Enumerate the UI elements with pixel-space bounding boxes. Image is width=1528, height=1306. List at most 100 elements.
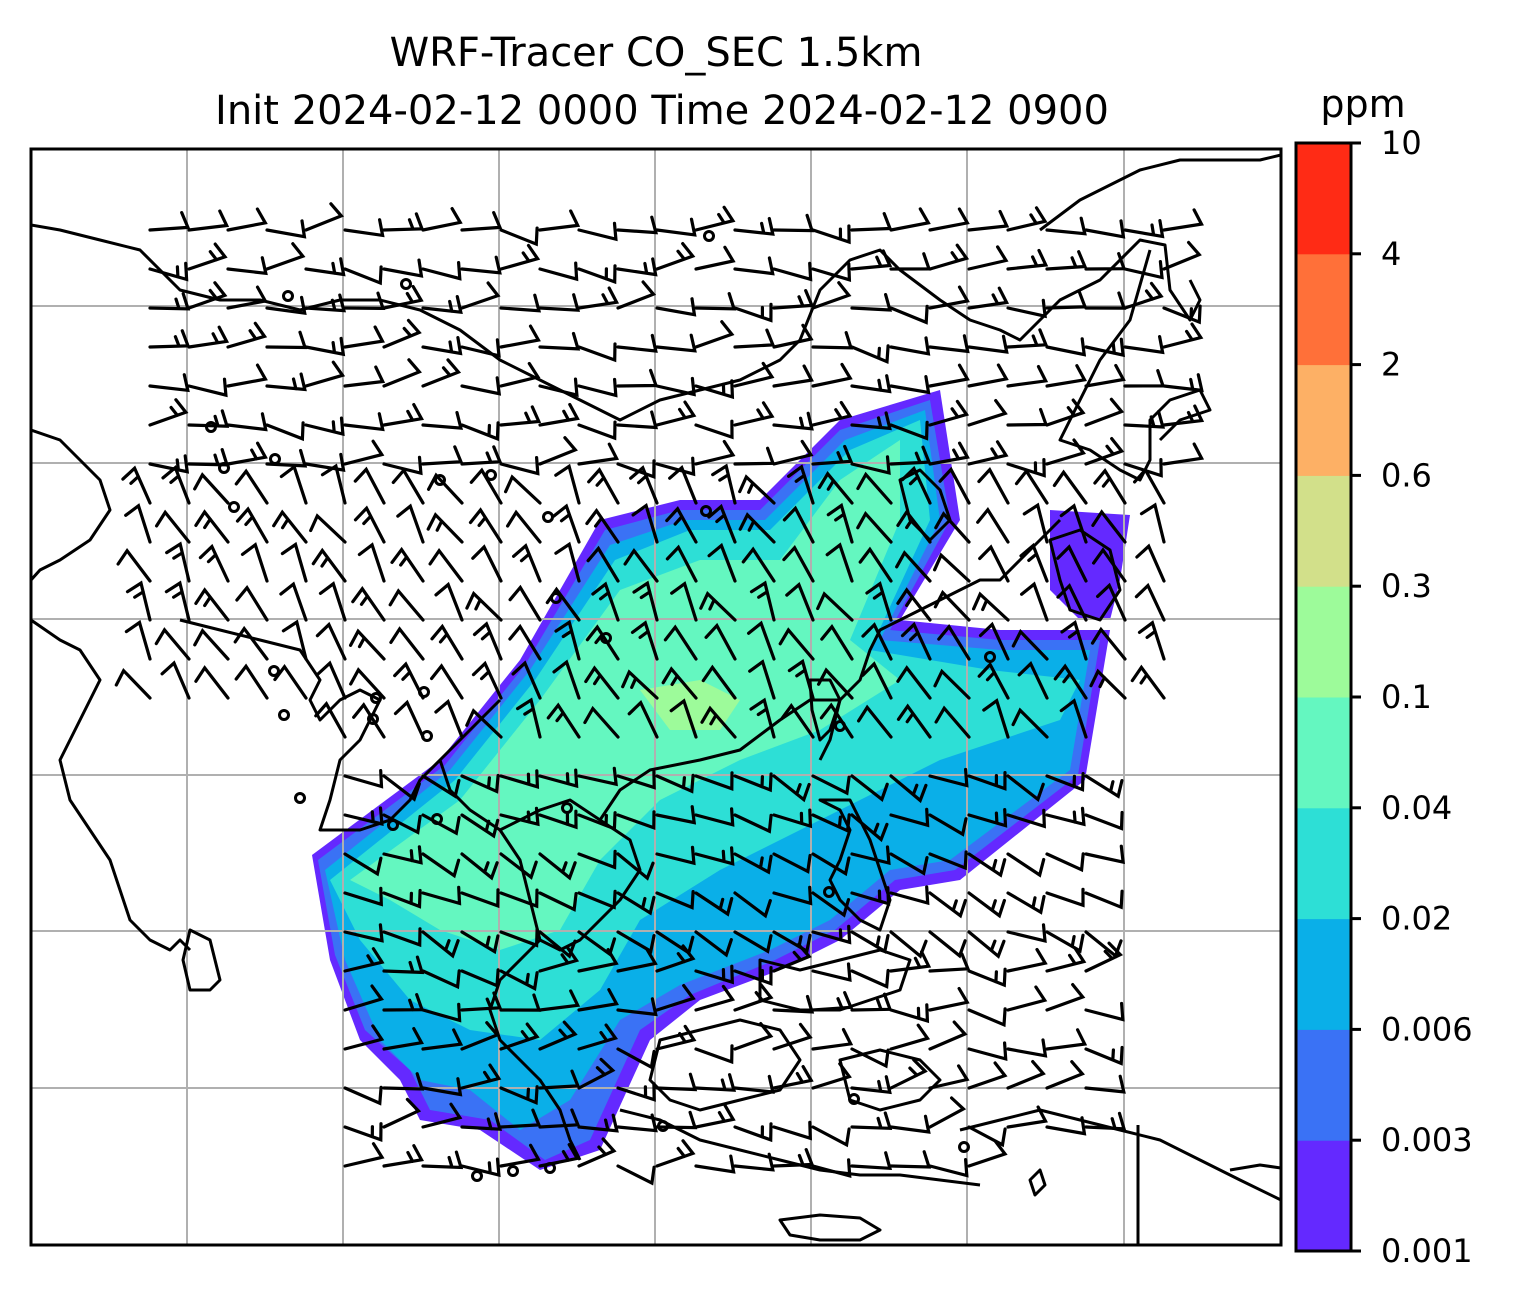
wind-barb (738, 512, 776, 544)
wind-barb (1045, 806, 1086, 827)
wind-barb (265, 219, 307, 239)
wind-barb (1162, 208, 1204, 232)
wind-barb (1084, 810, 1124, 831)
calm-wind-circle (485, 469, 497, 481)
wind-barb (733, 1022, 774, 1051)
wind-barb (733, 966, 773, 986)
wind-barb (967, 363, 1009, 388)
wind-barb (148, 211, 191, 232)
wind-barb (1006, 852, 1046, 878)
wind-barb (1045, 1060, 1085, 1090)
wind-barb (552, 659, 581, 700)
wind-barb (426, 512, 464, 544)
wind-barb (655, 1139, 696, 1168)
colorbar-tick-label: 0.6 (1381, 456, 1432, 494)
wind-barb (1045, 337, 1087, 357)
wind-barb (584, 665, 620, 700)
wind-barb (499, 969, 539, 991)
wind-barb (421, 1150, 464, 1170)
wind-barb (967, 967, 1007, 988)
wind-barb (460, 930, 500, 955)
wind-barb (512, 543, 542, 583)
wind-barb (155, 509, 191, 544)
wind-barb (694, 419, 734, 440)
wind-barb (586, 545, 620, 583)
wind-barb (748, 659, 776, 700)
wind-barb (349, 667, 386, 700)
wind-barb (583, 705, 620, 739)
wind-barb (850, 293, 893, 312)
wind-barb (421, 207, 463, 232)
wind-barb (1134, 582, 1166, 622)
wind-barb (967, 1139, 1008, 1168)
wind-barb (272, 509, 308, 544)
wind-barb (1045, 398, 1086, 427)
wind-barb (460, 445, 503, 466)
wind-barb (850, 774, 889, 803)
wind-barb (382, 358, 422, 388)
wind-barb (850, 845, 891, 866)
colorbar-unit-label: ppm (1320, 82, 1405, 126)
wind-barb (850, 249, 893, 271)
wind-barb (694, 807, 735, 827)
wind-barb (733, 361, 775, 388)
wind-barb (265, 421, 305, 442)
calm-wind-circle (282, 290, 294, 302)
wind-barb (554, 619, 581, 661)
wind-barb (826, 502, 854, 544)
wind-barb (850, 886, 891, 906)
wind-barb (460, 281, 501, 310)
wind-barb (304, 452, 346, 473)
wind-barb (421, 885, 462, 906)
wind-barb (704, 622, 737, 661)
wind-barb (1084, 219, 1126, 239)
wind-barb (747, 620, 776, 661)
wind-barb (967, 1061, 1008, 1090)
wind-barb (391, 467, 425, 505)
wind-barb (1092, 547, 1127, 583)
wind-barb (694, 205, 736, 232)
wind-barb (967, 334, 1009, 354)
wind-barb (393, 699, 425, 739)
wind-barb (694, 771, 734, 792)
wind-barb (499, 806, 540, 827)
wind-barb (577, 264, 617, 285)
wind-barb (121, 465, 152, 505)
wind-barb (655, 333, 697, 353)
wind-barb (772, 885, 813, 906)
wind-barb (967, 1041, 1008, 1062)
wind-barb (499, 852, 538, 880)
wind-barb (629, 465, 659, 505)
wind-barb (694, 984, 736, 1012)
wind-barb (538, 293, 581, 312)
calm-wind-circle (600, 632, 612, 644)
colorbar-tick-label: 0.001 (1381, 1232, 1473, 1270)
wind-barb (554, 463, 581, 505)
wind-barb (1084, 397, 1125, 427)
wind-barb (967, 771, 1007, 791)
wind-barb (1045, 1028, 1088, 1051)
wind-barb (978, 621, 1010, 661)
wind-barb (694, 379, 735, 400)
wind-barb (665, 506, 698, 544)
colorbar-block (1296, 475, 1351, 587)
wind-barb (889, 445, 932, 466)
wind-barb (1045, 772, 1085, 792)
wind-barb (896, 509, 932, 544)
wind-barb (343, 886, 383, 907)
wind-barb (309, 513, 347, 544)
wind-barb (811, 774, 851, 796)
wind-barb (733, 813, 773, 834)
wind-barb (1056, 583, 1088, 622)
wind-barb (499, 293, 542, 313)
figure-title-line1: WRF-Tracer CO_SEC 1.5km (390, 30, 923, 76)
colorbar-tick-label: 0.3 (1381, 567, 1432, 605)
wind-barb (430, 623, 464, 661)
wind-barb (616, 257, 658, 277)
wind-barb (343, 365, 386, 388)
wind-barb (967, 930, 1006, 959)
wind-barb (1091, 509, 1127, 544)
wind-barb (538, 945, 580, 973)
wind-barb (538, 209, 581, 232)
wind-barb (772, 852, 812, 874)
